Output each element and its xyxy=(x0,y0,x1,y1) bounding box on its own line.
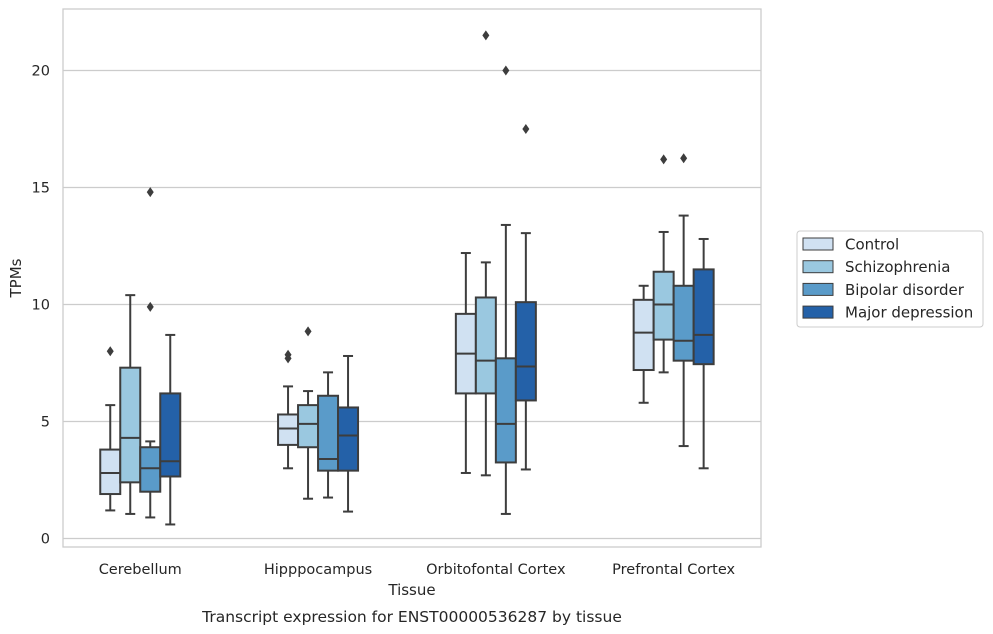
legend-item: Control xyxy=(802,236,899,254)
legend-swatch xyxy=(802,260,834,274)
box-major-depression xyxy=(514,124,537,471)
y-tick-label: 0 xyxy=(41,532,50,548)
plot-area xyxy=(62,8,762,548)
box-body xyxy=(139,446,162,493)
box-body xyxy=(632,298,655,372)
outlier-marker xyxy=(106,346,114,357)
outlier-marker xyxy=(304,326,312,337)
box-major-depression xyxy=(692,237,715,470)
box-major-depression xyxy=(159,333,182,526)
box-body xyxy=(297,404,320,449)
box-bipolar-disorder xyxy=(494,65,517,515)
box-body xyxy=(159,392,182,478)
y-tick-label: 5 xyxy=(41,415,50,431)
x-tick-labels: Cerebellum Hipppocampus Orbitofontal Corte… xyxy=(99,562,736,578)
y-tick-labels: 0 5 10 15 20 xyxy=(32,64,50,548)
box-body xyxy=(494,357,517,464)
box-bipolar-disorder xyxy=(672,153,695,448)
outlier-marker xyxy=(146,301,154,312)
box-control xyxy=(632,284,655,404)
y-tick-label: 10 xyxy=(32,298,50,314)
box-schizophrenia xyxy=(474,30,497,477)
box-body xyxy=(514,301,537,402)
legend-swatch xyxy=(802,282,834,296)
x-tick-label: Orbitofontal Cortex xyxy=(426,562,566,578)
x-tick-label: Hipppocampus xyxy=(264,562,372,578)
legend-frame xyxy=(796,230,984,328)
box-body xyxy=(337,406,360,472)
legend-swatch xyxy=(802,305,834,319)
box-bipolar-disorder xyxy=(317,371,340,499)
y-axis-label: TPMs xyxy=(7,258,25,298)
x-axis-label: Tissue xyxy=(387,581,435,599)
legend-label: Control xyxy=(845,236,899,254)
box-body xyxy=(692,268,715,366)
legend-label: Schizophrenia xyxy=(845,258,950,276)
box-body xyxy=(119,366,142,484)
legend-item: Major depression xyxy=(802,304,973,322)
chart-caption: Transcript expression for ENST0000053628… xyxy=(201,608,622,626)
outlier-marker xyxy=(146,187,154,198)
y-tick-label: 20 xyxy=(32,64,50,80)
x-tick-label: Cerebellum xyxy=(99,562,182,578)
y-tick-label: 15 xyxy=(32,181,50,197)
boxes xyxy=(99,30,715,526)
box-control xyxy=(277,349,300,470)
legend-item: Schizophrenia xyxy=(802,258,950,276)
legend-label: Bipolar disorder xyxy=(845,281,965,299)
outlier-marker xyxy=(482,30,490,41)
outlier-marker xyxy=(284,349,292,360)
box-schizophrenia xyxy=(119,294,142,515)
outlier-marker xyxy=(680,153,688,164)
box-control xyxy=(99,346,122,512)
box-body xyxy=(99,448,122,496)
outlier-marker xyxy=(522,124,530,134)
box-body xyxy=(652,270,675,341)
legend-swatch xyxy=(802,237,834,251)
legend-item: Bipolar disorder xyxy=(802,281,965,299)
box-body xyxy=(277,413,300,446)
box-schizophrenia xyxy=(297,326,320,500)
box-body xyxy=(474,296,497,395)
outlier-marker xyxy=(660,154,668,165)
legend-label: Major depression xyxy=(845,304,973,322)
x-tick-label: Prefrontal Cortex xyxy=(612,562,735,578)
box-major-depression xyxy=(337,354,360,513)
outlier-marker xyxy=(502,65,510,76)
box-control xyxy=(454,252,477,474)
box-body xyxy=(672,284,695,362)
box-bipolar-disorder xyxy=(139,187,162,519)
legend: Control Schizophrenia Bipolar disorder Majo… xyxy=(796,230,984,328)
